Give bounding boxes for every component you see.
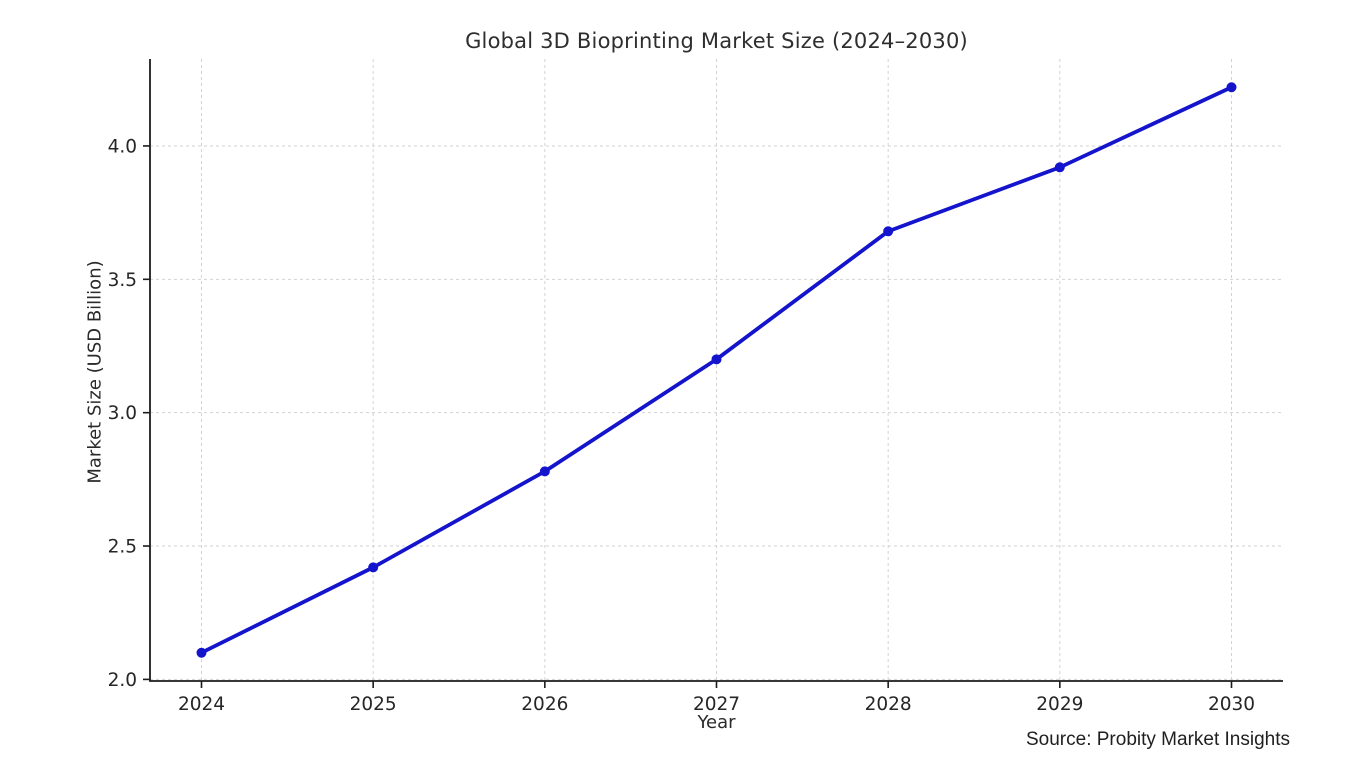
x-tick-label: 2030: [1208, 694, 1255, 715]
y-tick-label: 3.0: [108, 403, 137, 424]
source-note: Source: Probity Market Insights: [1026, 729, 1290, 750]
y-tick-label: 4.0: [108, 136, 137, 157]
x-tick-label: 2026: [521, 694, 568, 715]
series-line: [199, 85, 1234, 655]
y-tick-label: 3.5: [108, 270, 137, 291]
data-point-marker: [711, 354, 722, 365]
data-point-marker: [539, 466, 550, 477]
y-tick-label: 2.5: [108, 537, 137, 558]
x-tick-label: 2027: [693, 694, 740, 715]
chart-title: Global 3D Bioprinting Market Size (2024–…: [465, 29, 968, 53]
data-point-marker: [1054, 162, 1065, 173]
y-tick-label: 2.0: [108, 670, 137, 691]
x-tick-label: 2025: [350, 694, 397, 715]
x-axis-label: Year: [697, 712, 736, 733]
data-point-marker: [196, 647, 207, 658]
x-tick-label: 2029: [1036, 694, 1083, 715]
x-tick-label: 2024: [178, 694, 225, 715]
data-point-marker: [883, 226, 894, 237]
data-point-marker: [368, 562, 379, 573]
x-tick-label: 2028: [865, 694, 912, 715]
data-point-marker: [1226, 82, 1237, 93]
